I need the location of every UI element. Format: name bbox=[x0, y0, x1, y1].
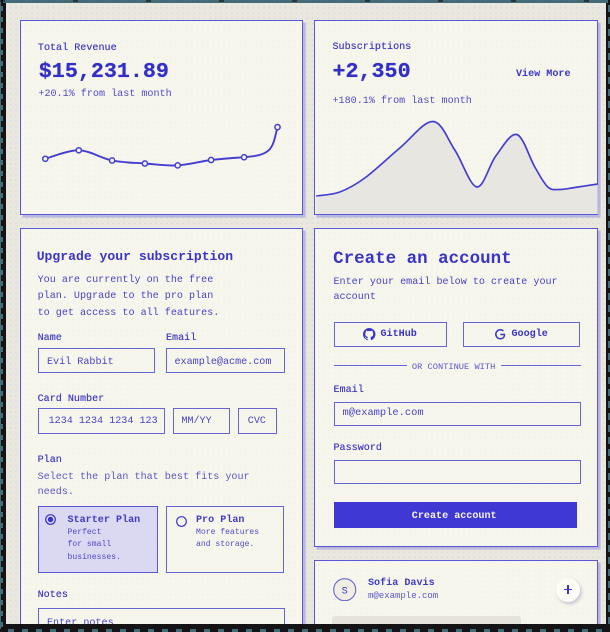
svg-text:S: S bbox=[342, 586, 348, 597]
